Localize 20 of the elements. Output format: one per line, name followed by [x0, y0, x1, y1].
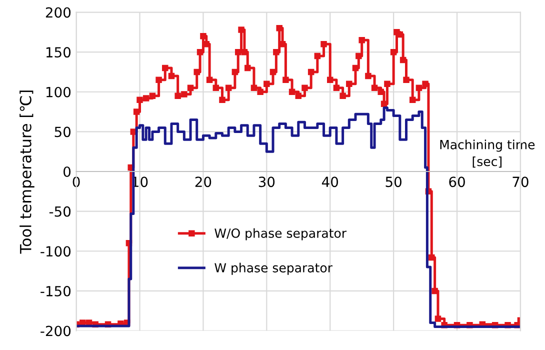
x-tick-label: 40: [322, 176, 338, 188]
y-tick-label: 100: [46, 86, 71, 98]
x-tick-label: 70: [512, 176, 528, 188]
y-tick-label: -200: [40, 326, 71, 336]
legend-label: W/O phase separator: [214, 228, 347, 240]
y-axis-title: Tool temperature [℃]: [20, 90, 34, 254]
legend-label: W phase separator: [214, 262, 332, 275]
x-tick-label: 0: [72, 176, 80, 188]
x-tick-label: 50: [386, 176, 402, 188]
y-tick-label: 150: [46, 47, 71, 58]
y-tick-label: -100: [40, 246, 71, 257]
y-tick-label: 50: [54, 126, 71, 138]
y-tick-label: -150: [40, 286, 71, 296]
x-tick-label: 20: [195, 176, 212, 188]
x-tick-label: 30: [258, 176, 275, 188]
y-tick-label: 0: [64, 166, 71, 177]
y-tick-label: -50: [49, 206, 71, 217]
x-tick-label: 60: [449, 176, 465, 188]
y-tick-label: 200: [46, 7, 71, 18]
x-axis-title: Machining time [sec]: [440, 140, 535, 168]
